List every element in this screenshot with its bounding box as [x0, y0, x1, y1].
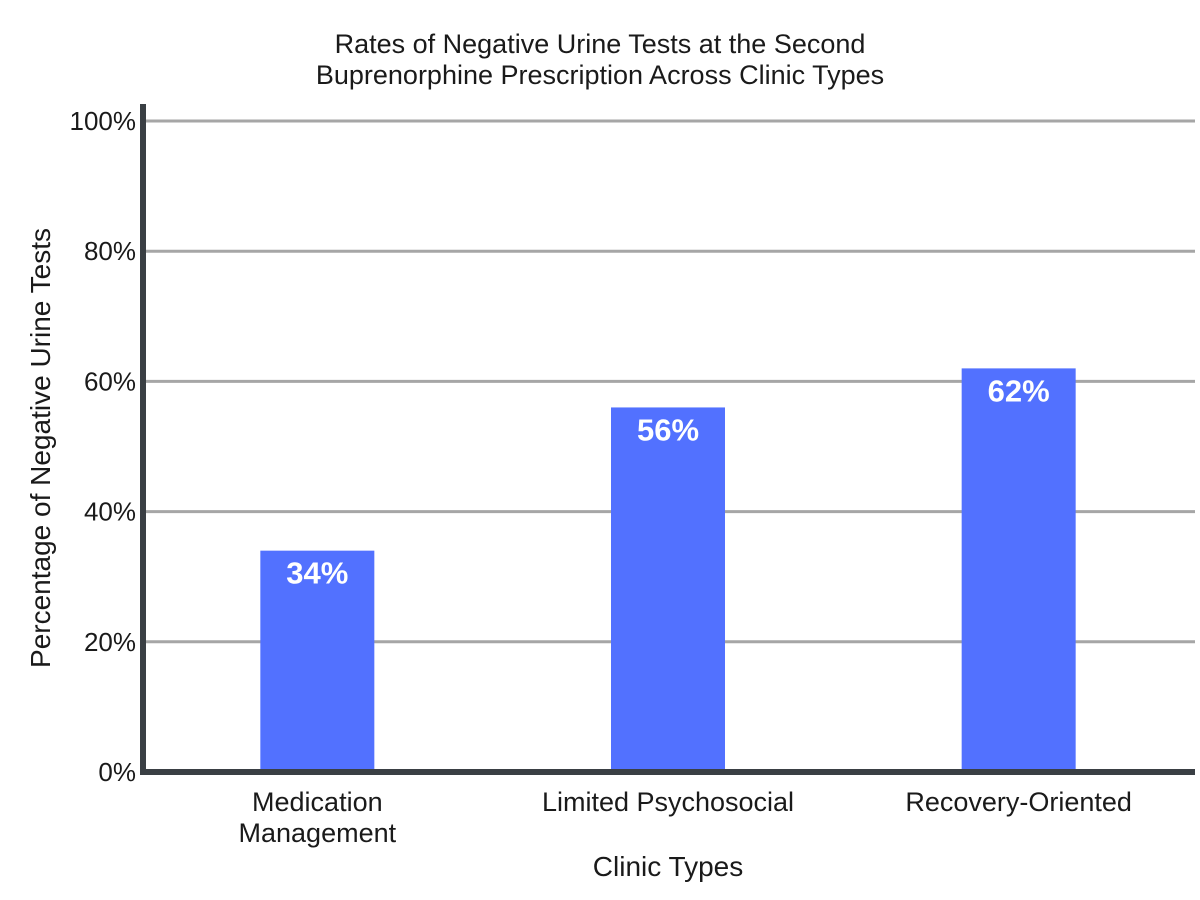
x-tick-label: Limited Psychosocial: [542, 787, 794, 817]
y-axis-ticks: 0% 20% 40% 60% 80% 100%: [70, 106, 137, 787]
chart-title-line-2: Buprenorphine Prescription Across Clinic…: [316, 60, 884, 90]
x-tick-label: Recovery-Oriented: [905, 787, 1132, 817]
y-tick-label: 60%: [84, 366, 136, 396]
chart-title-line-1: Rates of Negative Urine Tests at the Sec…: [335, 29, 866, 59]
y-tick-label: 100%: [70, 106, 137, 136]
x-tick-label: Medication: [252, 787, 383, 817]
bar-value-labels: 34% 56% 62%: [286, 373, 1049, 590]
bar: [260, 550, 375, 772]
y-tick-label: 20%: [84, 627, 136, 657]
bar-value-label: 62%: [988, 373, 1050, 408]
bar-value-label: 34%: [286, 556, 348, 591]
chart-title: Rates of Negative Urine Tests at the Sec…: [316, 29, 884, 90]
bar-value-label: 56%: [637, 412, 699, 447]
y-tick-label: 80%: [84, 236, 136, 266]
x-tick-label: Management: [239, 818, 397, 848]
y-tick-label: 0%: [98, 757, 136, 787]
bars: [260, 368, 1076, 772]
y-tick-label: 40%: [84, 497, 136, 527]
x-axis-label: Clinic Types: [593, 851, 743, 882]
axes: [140, 104, 1195, 775]
bar: [611, 407, 725, 772]
bar: [961, 368, 1076, 772]
y-axis-label: Percentage of Negative Urine Tests: [25, 228, 56, 668]
